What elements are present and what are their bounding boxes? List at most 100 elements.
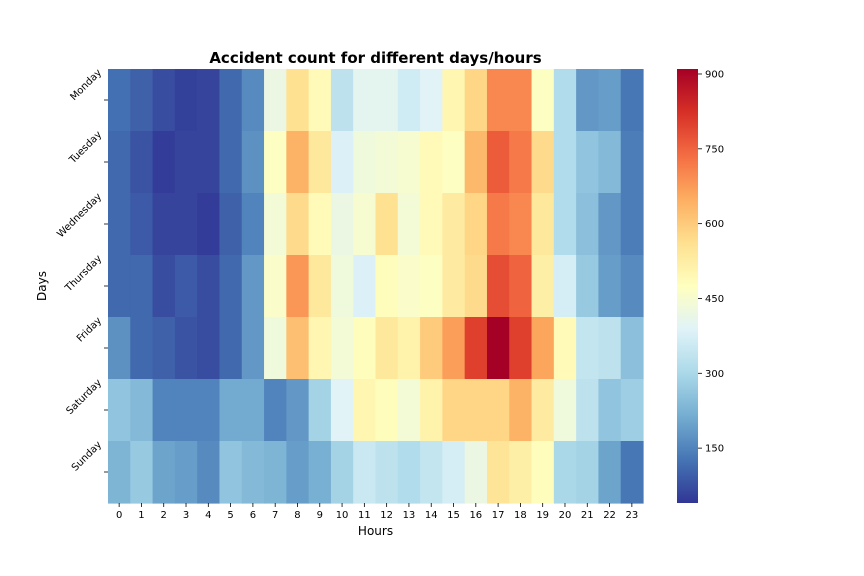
heatmap-cell (442, 441, 466, 504)
heatmap-cell (486, 379, 510, 442)
heatmap-cell (197, 69, 221, 132)
heatmap-cell (286, 193, 310, 256)
heatmap-cell (108, 193, 131, 256)
heatmap-cell (509, 255, 533, 318)
heatmap-cell (197, 255, 221, 318)
heatmap-cell (553, 69, 577, 132)
heatmap-cell (420, 193, 443, 256)
heatmap-cell (130, 255, 154, 318)
heatmap-cell (174, 193, 198, 256)
heatmap-cell (531, 193, 555, 256)
heatmap-cell (219, 69, 243, 132)
heatmap-cell (241, 193, 265, 256)
heatmap-cell (264, 255, 287, 318)
heatmap-cell (420, 317, 443, 380)
heatmap-cell (219, 131, 243, 194)
heatmap-cell (397, 193, 421, 256)
heatmap-cell (286, 69, 310, 132)
heatmap-cell (174, 255, 198, 318)
heatmap-cell (353, 379, 377, 442)
heatmap-cell (464, 379, 488, 442)
colorbar-tick-label: 900 (705, 69, 724, 80)
y-tick-label: Wednesday (55, 191, 104, 240)
colorbar-tick-label: 300 (705, 369, 724, 380)
x-tick-label: 2 (161, 510, 167, 521)
x-tick-label: 12 (380, 510, 393, 521)
chart-title: Accident count for different days/hours (209, 49, 541, 67)
heatmap-cell (576, 131, 600, 194)
heatmap-cell (353, 193, 377, 256)
heatmap-cell (486, 193, 510, 256)
x-tick-label: 20 (559, 510, 572, 521)
heatmap-cell (397, 317, 421, 380)
heatmap-cell (598, 131, 622, 194)
heatmap-cell (620, 317, 644, 380)
colorbar-tick-label: 150 (705, 444, 724, 455)
heatmap-cell (464, 441, 488, 504)
x-tick-label: 4 (205, 510, 211, 521)
heatmap-cell (264, 193, 287, 256)
heatmap-cell (598, 69, 622, 132)
heatmap-cell (553, 131, 577, 194)
heatmap-cell (330, 317, 354, 380)
heatmap-cell (420, 255, 443, 318)
heatmap-cell (174, 131, 198, 194)
heatmap-cell (375, 131, 399, 194)
x-tick-label: 17 (492, 510, 505, 521)
x-tick-label: 6 (250, 510, 256, 521)
x-tick-label: 15 (447, 510, 460, 521)
heatmap-cell (397, 131, 421, 194)
heatmap-cell (130, 193, 154, 256)
x-tick-label: 18 (514, 510, 527, 521)
x-tick-label: 23 (625, 510, 638, 521)
heatmap-cell (108, 317, 131, 380)
heatmap-cell (264, 441, 287, 504)
heatmap-cell (308, 255, 332, 318)
heatmap-cell (509, 379, 533, 442)
heatmap-cell (330, 441, 354, 504)
heatmap-cell (174, 379, 198, 442)
y-axis-label: Days (35, 271, 49, 301)
heatmap-cell (152, 255, 176, 318)
heatmap-cell (197, 379, 221, 442)
heatmap-cell (264, 131, 287, 194)
y-tick-label: Saturday (64, 377, 104, 417)
heatmap-cell (241, 255, 265, 318)
heatmap-cell (197, 441, 221, 504)
heatmap-cell (152, 441, 176, 504)
x-axis-ticks: 0 1 2 3 4 5 6 7 8 9 10 11 12 13 14 15 16 17 18 19 20 21 22 23 (116, 503, 638, 521)
heatmap-cell (442, 131, 466, 194)
heatmap-cell (130, 379, 154, 442)
heatmap-cell (397, 255, 421, 318)
x-tick-label: 13 (403, 510, 416, 521)
x-axis-label: Hours (358, 524, 393, 538)
x-tick-label: 5 (227, 510, 233, 521)
heatmap-cell (197, 193, 221, 256)
heatmap-cell (174, 69, 198, 132)
x-tick-label: 16 (469, 510, 482, 521)
heatmap-cell (174, 441, 198, 504)
heatmap-cell (576, 193, 600, 256)
heatmap-cell (486, 441, 510, 504)
x-tick-label: 7 (272, 510, 278, 521)
heatmap-cell (108, 441, 131, 504)
heatmap-cell (464, 193, 488, 256)
heatmap-cell (308, 441, 332, 504)
heatmap-cell (152, 379, 176, 442)
heatmap-cell (219, 193, 243, 256)
heatmap-cell (486, 131, 510, 194)
x-tick-label: 10 (336, 510, 349, 521)
heatmap-cell (330, 131, 354, 194)
heatmap-cell (509, 441, 533, 504)
heatmap-cell (108, 69, 131, 132)
heatmap-cell (509, 69, 533, 132)
heatmap-cell (219, 379, 243, 442)
heatmap-cell (152, 69, 176, 132)
heatmap-cell (108, 379, 131, 442)
heatmap-cell (464, 131, 488, 194)
heatmap-cell (620, 255, 644, 318)
x-tick-label: 11 (358, 510, 371, 521)
heatmap-cell (241, 69, 265, 132)
heatmap-cell (375, 317, 399, 380)
